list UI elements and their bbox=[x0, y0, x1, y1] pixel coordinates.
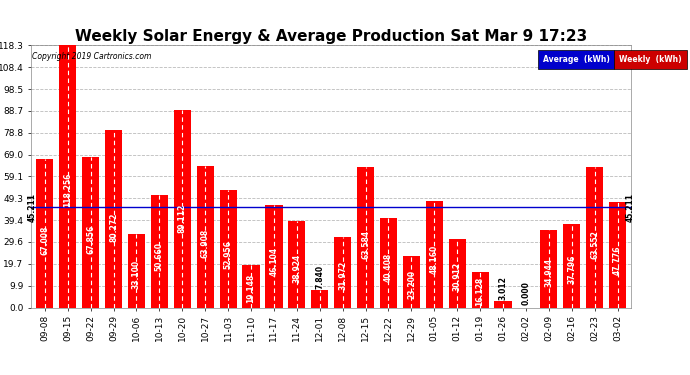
FancyBboxPatch shape bbox=[614, 50, 687, 69]
Text: Copyright 2019 Cartronics.com: Copyright 2019 Cartronics.com bbox=[32, 52, 152, 60]
Bar bbox=[311, 290, 328, 308]
Text: 16.128: 16.128 bbox=[475, 277, 484, 306]
Bar bbox=[426, 201, 443, 308]
Text: 67.856: 67.856 bbox=[86, 225, 95, 254]
Bar bbox=[540, 230, 558, 308]
Text: 50.660: 50.660 bbox=[155, 243, 164, 272]
Bar bbox=[334, 237, 351, 308]
Text: 31.972: 31.972 bbox=[338, 261, 347, 290]
Text: 63.584: 63.584 bbox=[361, 230, 370, 259]
Text: 80.272: 80.272 bbox=[109, 213, 118, 242]
Bar bbox=[380, 218, 397, 308]
Bar bbox=[586, 166, 603, 308]
Bar bbox=[495, 301, 511, 307]
Bar bbox=[471, 272, 489, 308]
Bar bbox=[242, 265, 259, 308]
Bar bbox=[128, 234, 145, 308]
Text: 63.908: 63.908 bbox=[201, 229, 210, 258]
Text: 33.100: 33.100 bbox=[132, 260, 141, 289]
Bar bbox=[82, 157, 99, 308]
Text: 37.796: 37.796 bbox=[567, 255, 576, 285]
Title: Weekly Solar Energy & Average Production Sat Mar 9 17:23: Weekly Solar Energy & Average Production… bbox=[75, 29, 587, 44]
Bar bbox=[288, 221, 306, 308]
Bar bbox=[174, 110, 191, 308]
Bar bbox=[448, 239, 466, 308]
Text: 0.000: 0.000 bbox=[522, 281, 531, 305]
Text: 118.256: 118.256 bbox=[63, 172, 72, 207]
Text: 45.211: 45.211 bbox=[28, 193, 37, 222]
Bar bbox=[609, 202, 627, 308]
Bar bbox=[197, 166, 214, 308]
Text: 30.912: 30.912 bbox=[453, 262, 462, 291]
Bar bbox=[59, 45, 77, 308]
FancyBboxPatch shape bbox=[538, 50, 614, 69]
Text: 38.924: 38.924 bbox=[293, 254, 302, 283]
Bar bbox=[563, 224, 580, 308]
Text: Weekly  (kWh): Weekly (kWh) bbox=[619, 55, 682, 64]
Text: 19.148: 19.148 bbox=[246, 274, 255, 303]
Bar bbox=[219, 190, 237, 308]
Text: 40.408: 40.408 bbox=[384, 253, 393, 282]
Bar bbox=[105, 129, 122, 308]
Bar bbox=[357, 166, 374, 308]
Bar bbox=[36, 159, 53, 308]
Text: 45.211: 45.211 bbox=[626, 193, 635, 222]
Text: 63.552: 63.552 bbox=[590, 230, 599, 258]
Text: 48.160: 48.160 bbox=[430, 245, 439, 274]
Bar bbox=[403, 256, 420, 307]
Text: 52.956: 52.956 bbox=[224, 240, 233, 269]
Text: 34.944: 34.944 bbox=[544, 258, 553, 287]
Text: 23.200: 23.200 bbox=[407, 270, 416, 299]
Text: 3.012: 3.012 bbox=[499, 276, 508, 300]
Text: 67.008: 67.008 bbox=[40, 226, 49, 255]
Text: Average  (kWh): Average (kWh) bbox=[542, 55, 609, 64]
Text: 89.112: 89.112 bbox=[178, 204, 187, 233]
Text: 46.104: 46.104 bbox=[269, 247, 279, 276]
Bar bbox=[266, 205, 282, 308]
Text: 47.776: 47.776 bbox=[613, 245, 622, 274]
Bar bbox=[151, 195, 168, 308]
Text: 7.840: 7.840 bbox=[315, 265, 324, 289]
